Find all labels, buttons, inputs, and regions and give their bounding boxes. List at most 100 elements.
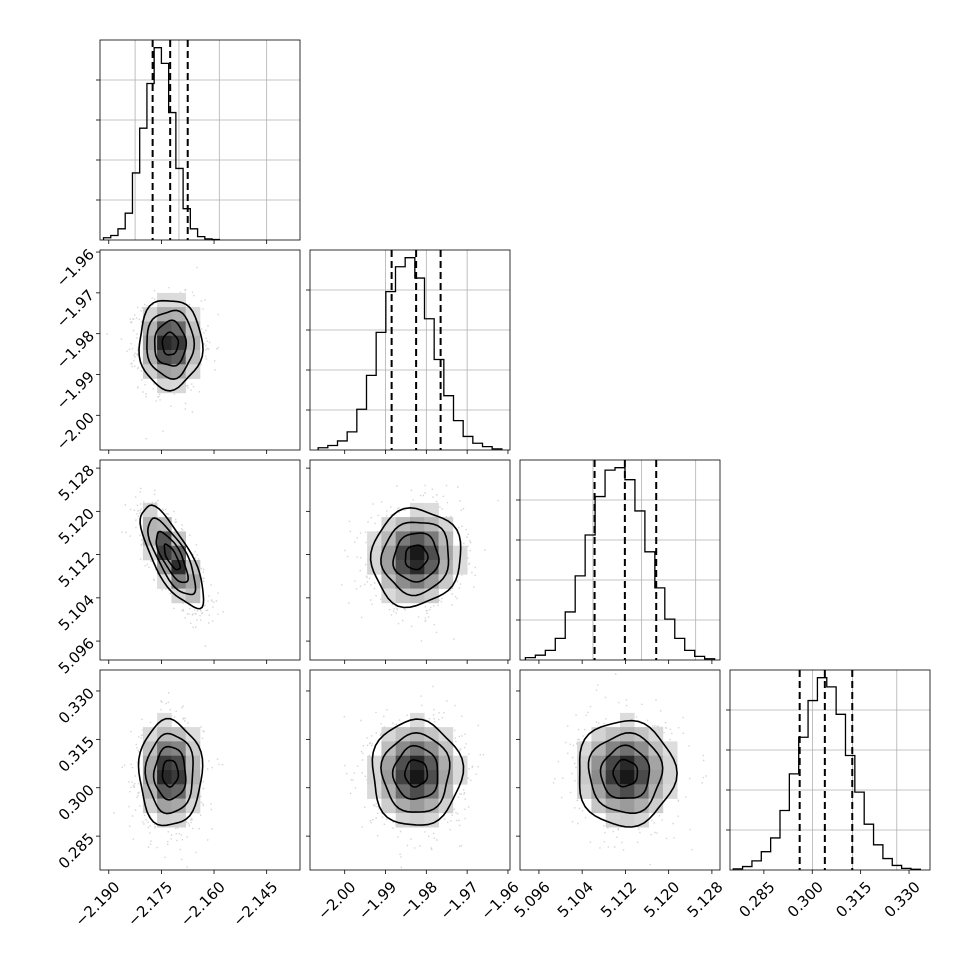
density-cell — [648, 798, 664, 814]
density-cell — [410, 517, 425, 532]
ytick-label-2-4: 5.128 — [55, 461, 98, 504]
density-cell — [157, 350, 172, 365]
contour-2-1-3 — [369, 506, 462, 609]
hist-panel-2 — [516, 459, 721, 664]
density-cell — [171, 727, 186, 742]
density-cell — [157, 812, 172, 828]
pair-content-1-0 — [106, 266, 219, 440]
ytick-label-3-1: 0.300 — [55, 781, 98, 824]
pair-content-2-0 — [121, 487, 224, 647]
contour-3-0-2 — [144, 732, 194, 815]
density-cell — [381, 755, 396, 771]
contour-3-1-0 — [404, 759, 429, 788]
density-cell — [171, 292, 186, 308]
density-cell — [438, 727, 454, 742]
density-cell — [171, 798, 186, 814]
xtick-label-3-3: 0.330 — [881, 878, 924, 921]
contour-2-0-1 — [155, 530, 190, 584]
density-cell — [171, 560, 186, 575]
ytick-label-1-2: −1.98 — [53, 327, 98, 372]
xtick-label-2-3: 5.120 — [640, 878, 683, 921]
density-cell — [410, 502, 425, 518]
ytick-label-2-3: 5.120 — [55, 505, 98, 548]
density-cell — [438, 784, 454, 799]
density-cell — [424, 502, 439, 518]
xtick-label-1-4: −1.96 — [477, 878, 522, 923]
histogram-step-0 — [102, 47, 220, 241]
density-cell — [605, 755, 621, 771]
xtick-label-2-4: 5.128 — [684, 878, 727, 921]
contour-3-0-3 — [137, 717, 204, 827]
density-cell — [424, 574, 439, 589]
pair-panel-1-0 — [96, 249, 301, 454]
xtick-label-1-2: −1.98 — [396, 878, 441, 923]
contour-2-0-2 — [146, 517, 197, 596]
density-cell — [438, 545, 454, 561]
density-cell — [591, 798, 606, 814]
contour-3-2-0 — [612, 758, 639, 788]
density-cell — [438, 798, 454, 814]
contour-2-1-0 — [404, 544, 429, 571]
density-cell — [142, 350, 158, 365]
density-cell — [395, 812, 411, 828]
density-cell — [157, 531, 172, 546]
density-cell — [452, 560, 468, 575]
hist-frame-0 — [99, 39, 301, 241]
density-cell — [395, 727, 411, 742]
hist-panel-3 — [726, 669, 931, 874]
density-cell — [395, 588, 411, 604]
contour-1-0-1 — [153, 319, 188, 367]
density-cell — [171, 378, 186, 394]
density-cell — [605, 741, 621, 756]
xtick-label-0-1: −2.175 — [124, 878, 176, 930]
contour-3-0-0 — [161, 759, 180, 788]
density-cell — [577, 770, 592, 785]
density-cell — [662, 770, 678, 785]
density-cell — [662, 741, 678, 756]
pair-frame-3-0 — [99, 669, 301, 871]
xtick-label-1-3: −1.97 — [437, 878, 482, 923]
density-cell — [410, 727, 425, 742]
density-cell — [381, 545, 396, 561]
xtick-label-2-1: 5.104 — [554, 878, 597, 921]
density-cell — [438, 574, 454, 589]
density-cell — [171, 784, 186, 799]
xtick-label-0-2: −2.160 — [177, 878, 229, 930]
contour-1-0-2 — [146, 309, 196, 381]
density-cell — [395, 741, 411, 756]
density-cell — [367, 545, 382, 561]
ytick-label-3-2: 0.315 — [55, 733, 98, 776]
density-cell — [157, 364, 172, 379]
density-cell — [185, 588, 201, 604]
pair-panel-2-0 — [96, 459, 301, 664]
density-cell — [438, 741, 454, 756]
pair-content-3-1 — [343, 685, 485, 869]
density-cell — [157, 335, 172, 351]
density-cell — [591, 755, 606, 771]
density-cell — [620, 784, 635, 799]
contour-1-0-0 — [161, 331, 180, 356]
xtick-label-2-0: 5.096 — [511, 878, 554, 921]
density-cell — [185, 307, 201, 322]
contour-3-1-1 — [391, 744, 439, 801]
density-cell — [605, 727, 621, 742]
density-cell — [634, 784, 649, 799]
pair-panel-3-0 — [96, 669, 301, 874]
xtick-label-0-0: −2.190 — [72, 878, 124, 930]
density-cell — [591, 741, 606, 756]
density-cell — [157, 798, 172, 814]
density-cell — [381, 798, 396, 814]
ytick-label-2-0: 5.096 — [55, 634, 98, 677]
contour-3-1-2 — [380, 731, 451, 813]
xtick-label-1-1: −1.99 — [355, 878, 400, 923]
histogram-step-1 — [317, 257, 503, 450]
density-cell — [395, 784, 411, 799]
pair-frame-2-1 — [309, 459, 511, 661]
density-cell — [381, 574, 396, 589]
density-cell — [424, 727, 439, 742]
density-cell — [605, 812, 621, 828]
ytick-label-3-0: 0.285 — [55, 829, 98, 872]
density-cell — [142, 321, 158, 336]
density-cell — [438, 755, 454, 771]
